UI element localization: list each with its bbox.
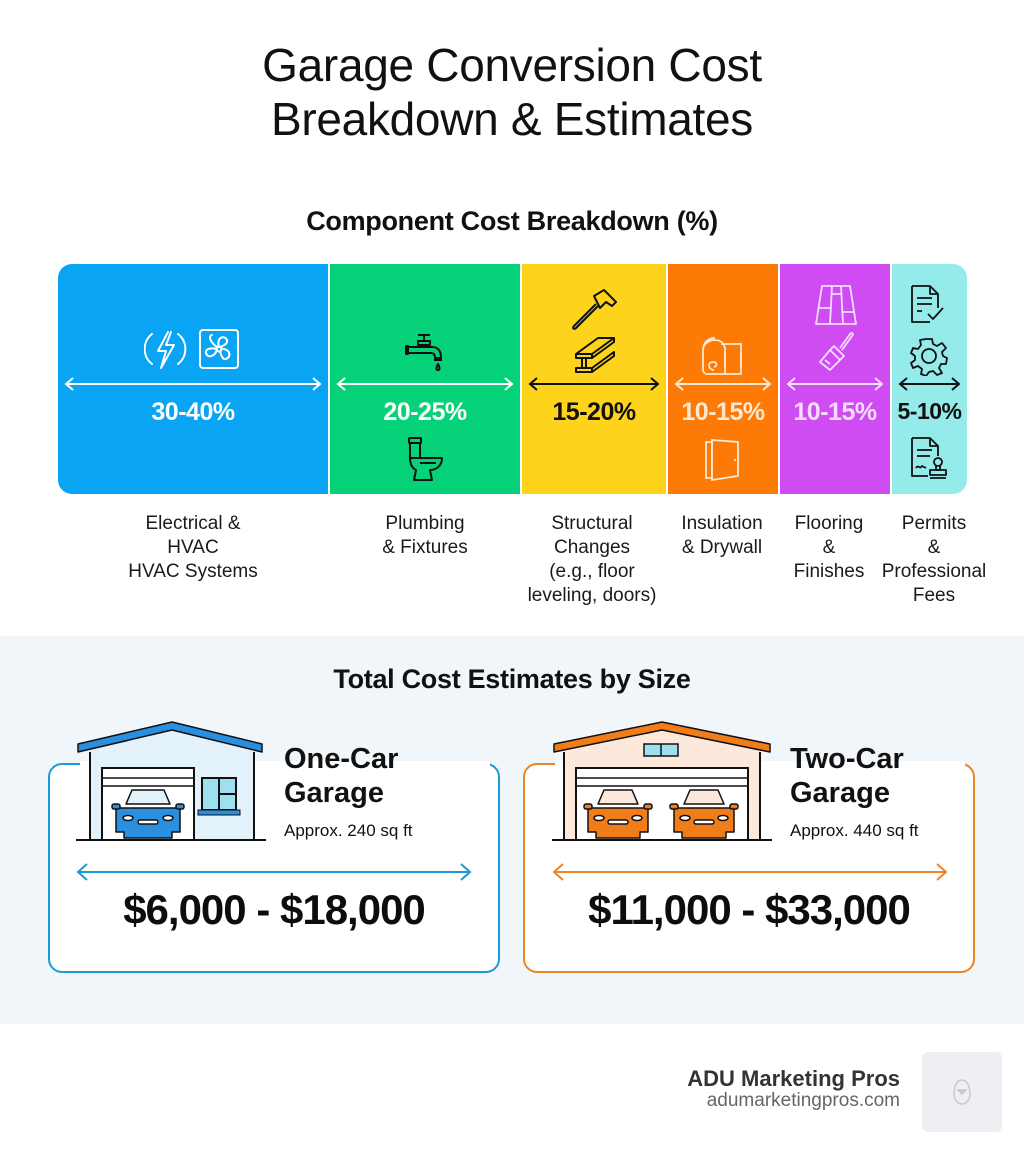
card-title-line: One-Car [284, 743, 399, 775]
card-title-line: Garage [284, 777, 384, 809]
segment-percent: 10-15% [681, 398, 765, 426]
one-car-garage-icon [76, 721, 266, 841]
segment-insulation: 10-15% [668, 264, 778, 494]
breakdown-title: Component Cost Breakdown (%) [306, 206, 718, 236]
segment-plumbing: 20-25% [330, 264, 520, 494]
label-line: Changes [553, 537, 631, 558]
drywall-panel-icon [705, 439, 739, 482]
segment-percent: 10-15% [793, 398, 877, 426]
two-car-price: $11,000 - $33,000 [588, 886, 911, 933]
label-line: (e.g., floor [549, 561, 635, 582]
document-stamp-icon [911, 437, 947, 479]
segment-permits: 5-10% [892, 264, 967, 494]
segment-electrical-hvac: 30-40% [58, 264, 328, 494]
two-car-sqft: Approx. 440 sq ft [790, 821, 919, 840]
document-check-icon [911, 285, 944, 323]
floor-tiles-icon [815, 285, 857, 325]
label-line: & [822, 537, 836, 558]
card-border-gap [80, 761, 490, 769]
paintbrush-icon [819, 332, 854, 371]
label-line: Structural [551, 513, 633, 534]
range-arrow-icon [64, 377, 322, 391]
one-car-sqft: Approx. 240 sq ft [284, 821, 413, 840]
brand-url[interactable]: adumarketingpros.com [706, 1090, 900, 1111]
label-line: HVAC Systems [128, 561, 258, 582]
range-arrow-icon [528, 377, 660, 391]
logo-icon [953, 1079, 971, 1105]
segment-percent: 20-25% [383, 398, 467, 426]
label-electrical-hvac: Electrical & HVAC HVAC Systems [118, 512, 268, 584]
two-car-garage-icon [552, 721, 772, 841]
steel-beam-icon [575, 337, 615, 373]
hammer-icon [572, 289, 617, 330]
brand-name: ADU Marketing Pros [687, 1066, 900, 1091]
estimates-title: Total Cost Estimates by Size [333, 664, 691, 694]
brand-logo [922, 1052, 1002, 1132]
title-line-2: Breakdown & Estimates [270, 93, 754, 145]
label-line: Insulation [681, 513, 763, 534]
range-arrow-icon [336, 377, 514, 391]
label-line: HVAC [167, 537, 219, 558]
label-line: & Fixtures [382, 537, 468, 558]
gear-icon [910, 338, 948, 376]
label-line: Fees [912, 585, 956, 606]
label-flooring: Flooring & Finishes [782, 512, 876, 584]
label-permits: Permits & Professional Fees [872, 512, 996, 608]
one-car-title: One-Car Garage [284, 742, 398, 810]
segment-flooring: 10-15% [780, 264, 890, 494]
segment-percent: 15-20% [552, 398, 636, 426]
lightning-fan-icons [144, 329, 239, 369]
label-insulation: Insulation & Drywall [670, 512, 774, 560]
label-line: & Drywall [681, 537, 763, 558]
label-line: Permits [901, 513, 967, 534]
range-arrow-icon [552, 863, 948, 881]
label-plumbing: Plumbing & Fixtures [360, 512, 490, 560]
faucet-icon [405, 334, 442, 371]
label-line: Professional [881, 561, 987, 582]
two-car-title: Two-Car Garage [790, 742, 904, 810]
segment-structural: 15-20% [522, 264, 666, 494]
range-arrow-icon [674, 377, 772, 391]
page-title: Garage Conversion Cost Breakdown & Estim… [0, 38, 1024, 146]
segment-percent: 30-40% [151, 398, 235, 426]
one-car-price: $6,000 - $18,000 [123, 886, 426, 933]
toilet-icon [408, 437, 443, 481]
label-structural: Structural Changes (e.g., floor leveling… [512, 512, 672, 608]
insulation-roll-icon [702, 337, 742, 375]
label-line: Finishes [793, 561, 865, 582]
title-line-1: Garage Conversion Cost [262, 39, 762, 91]
label-line: leveling, doors) [527, 585, 657, 606]
range-arrow-icon [786, 377, 884, 391]
label-line: Flooring [794, 513, 864, 534]
cost-breakdown-bar: 30-40% 20-25% [58, 264, 967, 494]
card-title-line: Garage [790, 777, 890, 809]
range-arrow-icon [898, 377, 961, 391]
card-title-line: Two-Car [790, 743, 904, 775]
range-arrow-icon [76, 863, 472, 881]
label-line: & [927, 537, 941, 558]
label-line: Plumbing [385, 513, 465, 534]
label-line: Electrical & [145, 513, 241, 534]
segment-percent: 5-10% [897, 398, 962, 424]
